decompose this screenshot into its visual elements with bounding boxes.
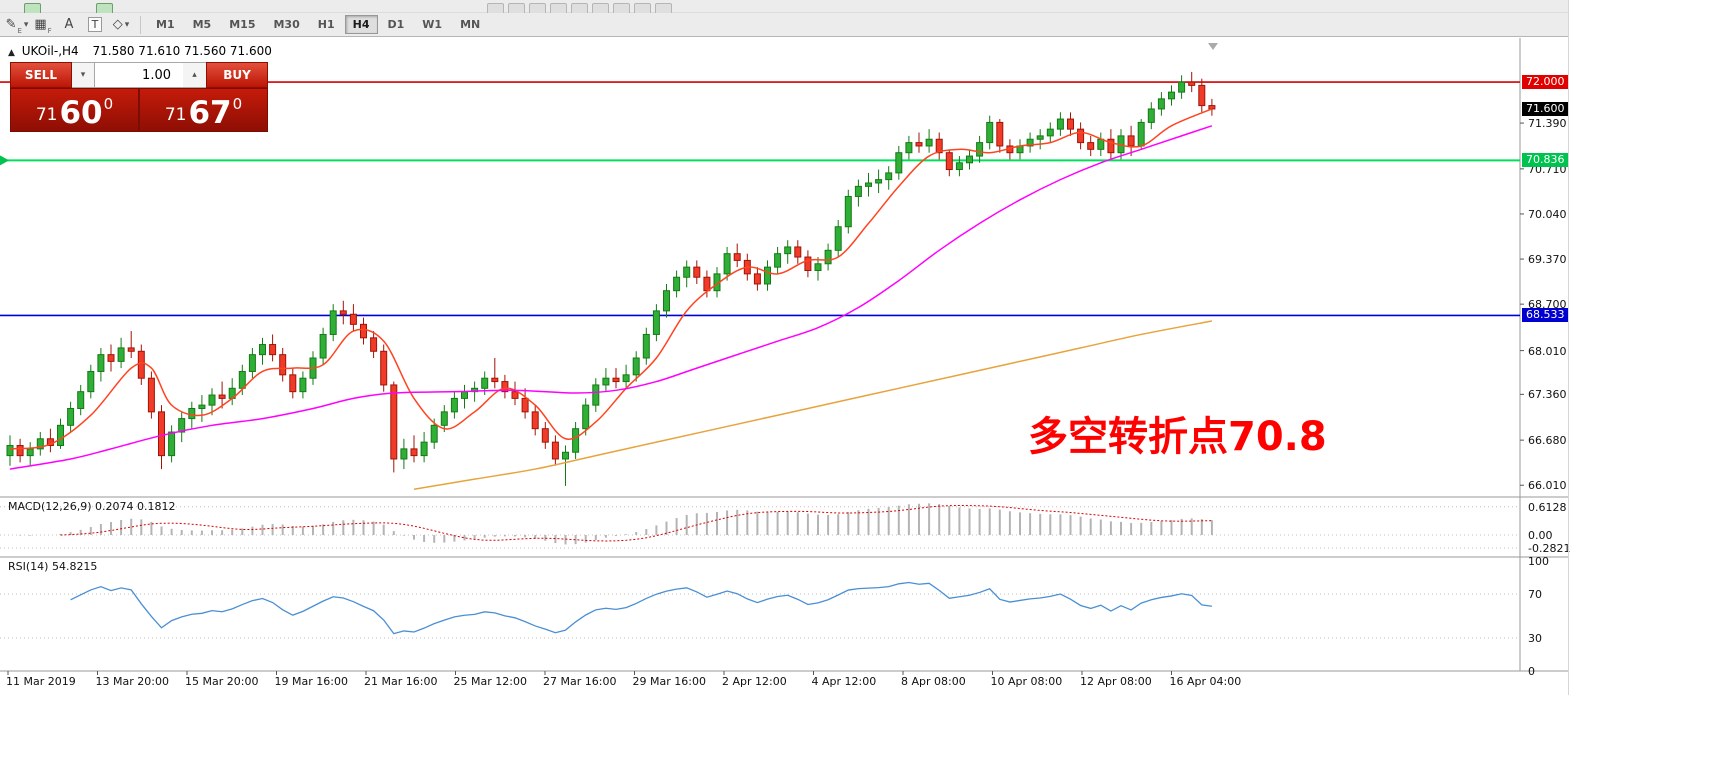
toolbar-separator: [140, 15, 141, 34]
time-axis-label: 29 Mar 16:00: [632, 675, 706, 688]
rsi-indicator-label: RSI(14) 54.8215: [8, 560, 98, 573]
timeframe-toolbar: M1 M5 M15 M30 H1 H4 D1 W1 MN: [147, 15, 489, 34]
sell-price-display[interactable]: 71 60 0: [10, 88, 139, 132]
price-axis-label: 69.370: [1528, 253, 1567, 267]
window-edge: [1568, 0, 1569, 695]
price-axis-label: 67.360: [1528, 388, 1567, 402]
macd-scale-label: -0.2821: [1528, 541, 1571, 555]
price-axis-label: 66.010: [1528, 479, 1567, 493]
timeframe-m5[interactable]: M5: [185, 15, 220, 34]
toolbar: ✎ E ▾ ▦ F A T ◇ ▾ M1 M5 M15 M30 H1 H4 D1 W1 MN: [0, 13, 1568, 37]
timeframe-m15[interactable]: M15: [221, 15, 263, 34]
price-axis-label: 70.040: [1528, 207, 1567, 221]
volume-input[interactable]: 1.00: [95, 62, 183, 88]
sell-button[interactable]: SELL: [10, 62, 72, 88]
grid-icon[interactable]: ▦ F: [34, 17, 52, 35]
text-box-icon[interactable]: T: [83, 15, 107, 35]
chart-area[interactable]: [0, 37, 1568, 695]
timeframe-w1[interactable]: W1: [414, 15, 450, 34]
timeframe-h4[interactable]: H4: [344, 15, 378, 34]
buy-price-display[interactable]: 71 67 0: [139, 88, 268, 132]
time-axis-label: 13 Mar 20:00: [95, 675, 169, 688]
time-axis-label: 12 Apr 08:00: [1080, 675, 1152, 688]
time-axis-label: 10 Apr 08:00: [990, 675, 1063, 688]
price-axis-label: 71.390: [1528, 117, 1567, 131]
one-click-panel-toggle-icon[interactable]: ▲: [8, 48, 15, 58]
price-axis-label: 68.700: [1528, 298, 1567, 312]
chart-header: ▲ UKOil-,H4 71.580 71.610 71.560 71.600: [8, 44, 272, 58]
time-axis-label: 8 Apr 08:00: [901, 675, 966, 688]
time-axis-label: 27 Mar 16:00: [543, 675, 617, 688]
rsi-scale-label: 30: [1528, 632, 1542, 645]
grid-glyph: ▦: [34, 17, 47, 32]
chevron-down-icon: ▾: [23, 19, 29, 30]
one-click-trading-panel: SELL ▾ 1.00 ▴ BUY 71 60 0 71 67 0: [10, 62, 268, 132]
volume-dropdown[interactable]: ▾: [72, 62, 95, 88]
chevron-down-icon: ▾: [124, 19, 130, 30]
current-price-tag: 71.600: [1522, 101, 1569, 116]
pencil-glyph: ✎: [5, 17, 17, 32]
macd-scale-label: 0.6128: [1528, 500, 1567, 514]
price-axis-label: 66.680: [1528, 434, 1567, 448]
price-level-tag: 70.836: [1522, 153, 1569, 168]
macd-indicator-label: MACD(12,26,9) 0.2074 0.1812: [8, 500, 176, 513]
chart-annotation-text: 多空转折点70.8: [1028, 414, 1327, 460]
time-axis-label: 11 Mar 2019: [6, 675, 76, 688]
volume-increase-button[interactable]: ▴: [183, 62, 206, 88]
pencil-icon[interactable]: ✎ E ▾: [5, 17, 29, 35]
time-axis-label: 25 Mar 12:00: [453, 675, 527, 688]
time-axis-label: 19 Mar 16:00: [274, 675, 348, 688]
time-axis-label: 4 Apr 12:00: [811, 675, 877, 688]
time-axis-label: 2 Apr 12:00: [722, 675, 787, 688]
timeframe-h1[interactable]: H1: [310, 15, 343, 34]
price-level-tag: 68.533: [1522, 308, 1569, 323]
timeframe-m30[interactable]: M30: [265, 15, 307, 34]
macd-scale-label: 0.00: [1528, 529, 1553, 542]
price-level-tag: 72.000: [1522, 75, 1569, 90]
toolbar-top-row: [0, 0, 1568, 16]
rsi-scale-label: 100: [1528, 555, 1549, 568]
timeframe-d1[interactable]: D1: [380, 15, 413, 34]
time-axis-label: 15 Mar 20:00: [185, 675, 259, 688]
chart-ohlc: 71.580 71.610 71.560 71.600: [92, 44, 272, 58]
rsi-scale-label: 0: [1528, 665, 1535, 678]
price-axis-label: 68.010: [1528, 344, 1567, 358]
time-axis-label: 21 Mar 16:00: [364, 675, 438, 688]
timeframe-m1[interactable]: M1: [148, 15, 183, 34]
rsi-scale-label: 70: [1528, 588, 1542, 601]
shapes-icon[interactable]: ◇ ▾: [112, 17, 130, 32]
text-label-icon[interactable]: A: [64, 17, 74, 32]
buy-button[interactable]: BUY: [206, 62, 268, 88]
timeframe-mn[interactable]: MN: [452, 15, 488, 34]
time-axis-label: 16 Apr 04:00: [1169, 675, 1242, 688]
chart-symbol: UKOil-,H4: [21, 44, 79, 58]
